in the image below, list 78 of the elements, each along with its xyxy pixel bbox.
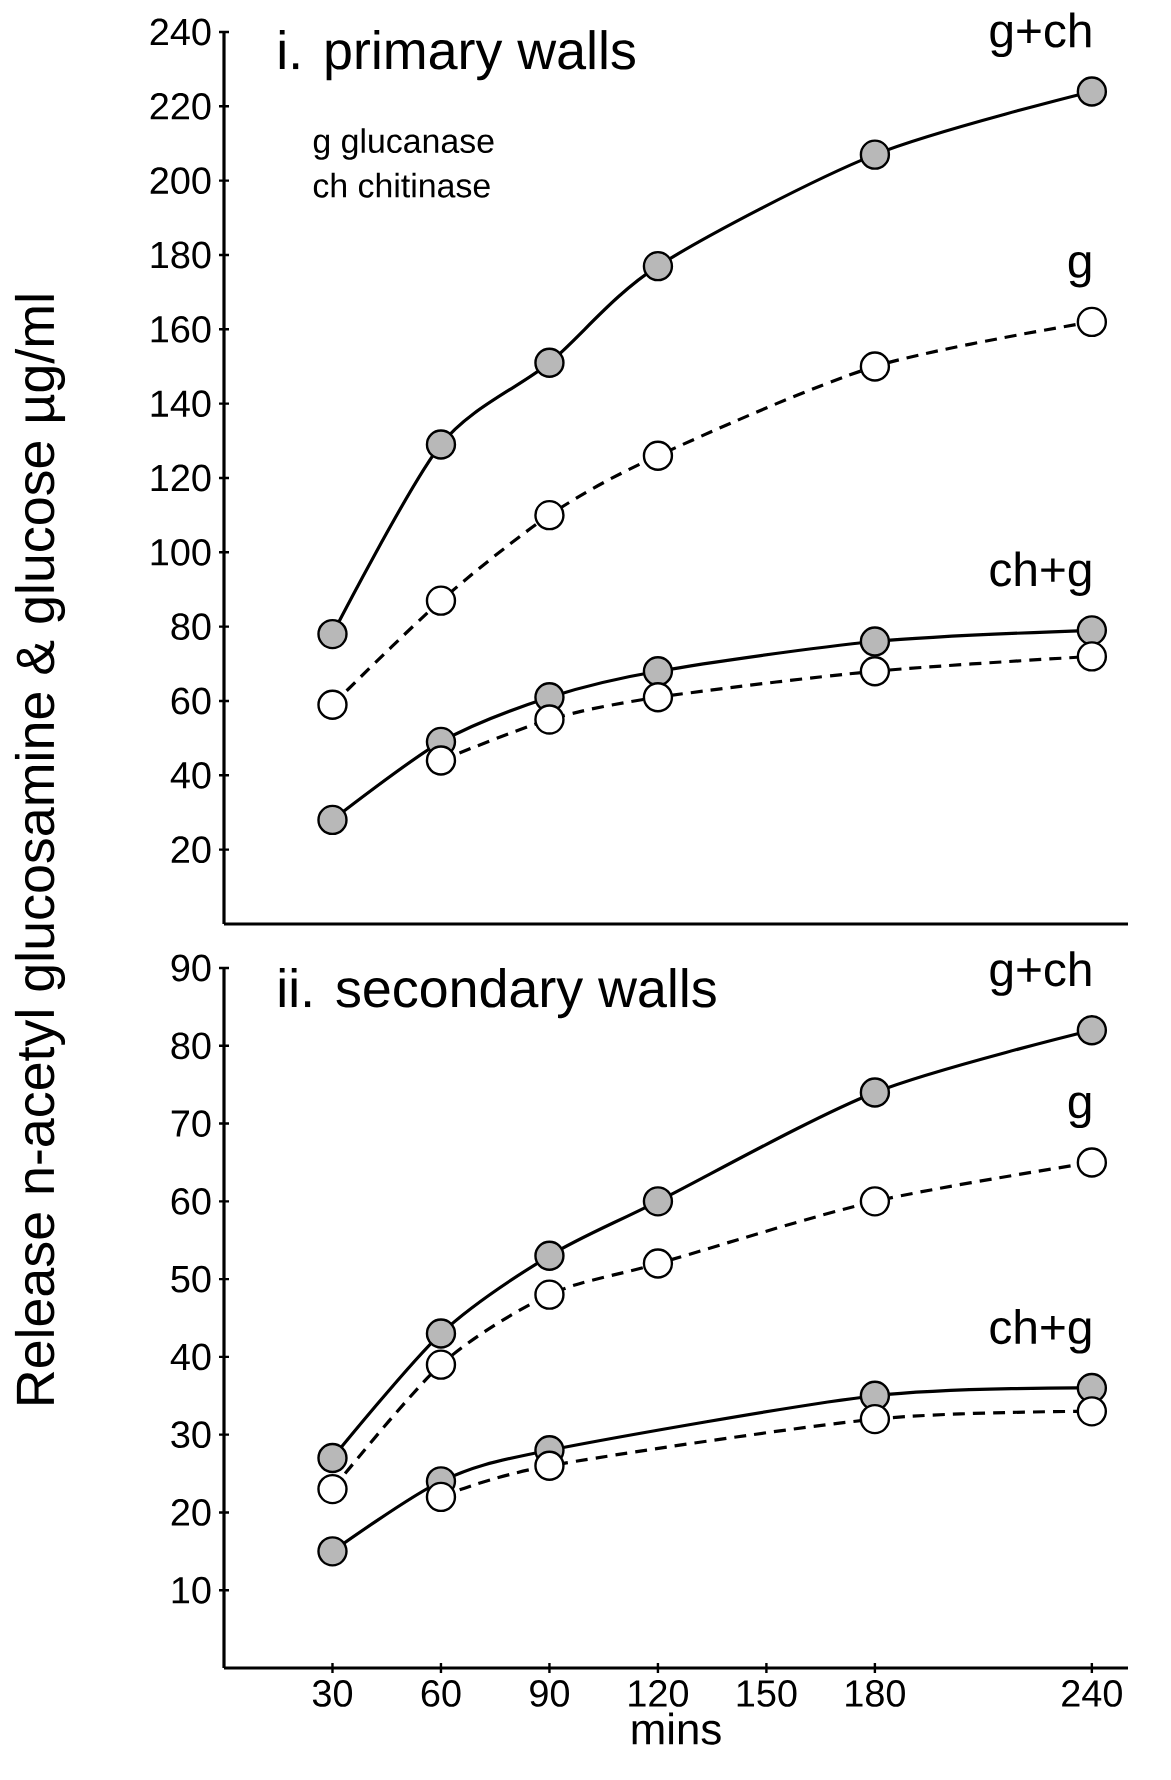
x-tick-label: 180	[846, 1680, 905, 1707]
annotation: ch chitinase	[313, 172, 490, 198]
series-label: ch+g	[990, 1309, 1091, 1354]
y-tick-label: 120	[151, 464, 211, 492]
point	[317, 1473, 348, 1505]
point	[1076, 1147, 1108, 1178]
x-tick-label: 30	[312, 1680, 353, 1707]
point	[642, 440, 674, 471]
y-tick-label: 180	[151, 241, 211, 269]
point	[425, 429, 457, 460]
series-label: ch+g	[990, 551, 1091, 596]
y-tick-label: 100	[151, 538, 211, 566]
y-tick-label: 20	[171, 836, 211, 864]
y-tick-label: 60	[171, 687, 211, 715]
y-tick-label: 220	[150, 92, 211, 120]
point	[425, 1349, 457, 1380]
series-label: g+ch	[990, 12, 1091, 58]
point	[859, 626, 891, 657]
point	[534, 347, 565, 378]
point	[642, 250, 674, 282]
point	[425, 1318, 457, 1349]
point	[642, 1186, 674, 1217]
y-tick-label: 40	[170, 1343, 211, 1371]
x-tick-label: 150	[737, 1680, 797, 1707]
point	[1076, 76, 1108, 107]
series-label: g+ch	[990, 951, 1091, 996]
x-tick-label: 120	[629, 1680, 688, 1707]
point	[425, 745, 457, 776]
point	[534, 1450, 565, 1481]
point	[534, 499, 565, 531]
series-label: g	[1068, 1092, 1091, 1129]
series-label: g	[1068, 251, 1091, 288]
point	[1076, 641, 1108, 672]
point	[317, 1536, 348, 1567]
chart-title: i. primary walls	[279, 30, 635, 81]
point	[859, 1186, 891, 1217]
point	[642, 656, 674, 687]
y-axis-title: Release n-acetyl glucosamine & glucose µg/ml	[14, 295, 66, 1404]
annotation: g glucanase	[313, 128, 494, 160]
point	[642, 1248, 674, 1279]
y-tick-label: 70	[171, 1110, 211, 1137]
point	[859, 351, 891, 382]
y-tick-label: 160	[151, 315, 211, 343]
y-tick-label: 10	[172, 1576, 211, 1604]
point	[425, 1481, 457, 1513]
point	[317, 1442, 348, 1474]
point	[859, 1077, 891, 1108]
point	[1076, 1015, 1108, 1046]
y-tick-label: 240	[150, 18, 211, 46]
chart-title: ii. secondary walls	[279, 968, 716, 1019]
x-tick-label: 90	[530, 1680, 569, 1707]
x-axis-title: mins	[632, 1712, 721, 1745]
x-tick-label: 60	[421, 1680, 461, 1707]
point	[1076, 306, 1108, 338]
point	[317, 618, 348, 650]
point	[534, 1279, 565, 1310]
point	[425, 585, 457, 616]
point	[859, 1403, 891, 1435]
y-tick-label: 60	[171, 1187, 211, 1215]
point	[859, 656, 891, 687]
y-tick-label: 20	[171, 1499, 211, 1526]
point	[317, 689, 348, 720]
point	[642, 682, 674, 713]
y-tick-label: 90	[171, 954, 211, 982]
y-tick-label: 80	[171, 613, 211, 641]
point	[1076, 615, 1108, 646]
y-tick-label: 140	[151, 390, 211, 418]
y-tick-label: 50	[171, 1265, 211, 1293]
y-tick-label: 80	[171, 1032, 211, 1060]
x-tick-label: 240	[1062, 1680, 1122, 1707]
y-tick-label: 30	[171, 1421, 211, 1449]
y-tick-label: 200	[150, 167, 211, 195]
point	[317, 804, 348, 836]
point	[534, 1240, 565, 1271]
y-tick-label: 40	[170, 761, 211, 789]
point	[534, 704, 565, 735]
point	[1076, 1396, 1108, 1427]
point	[859, 139, 891, 170]
